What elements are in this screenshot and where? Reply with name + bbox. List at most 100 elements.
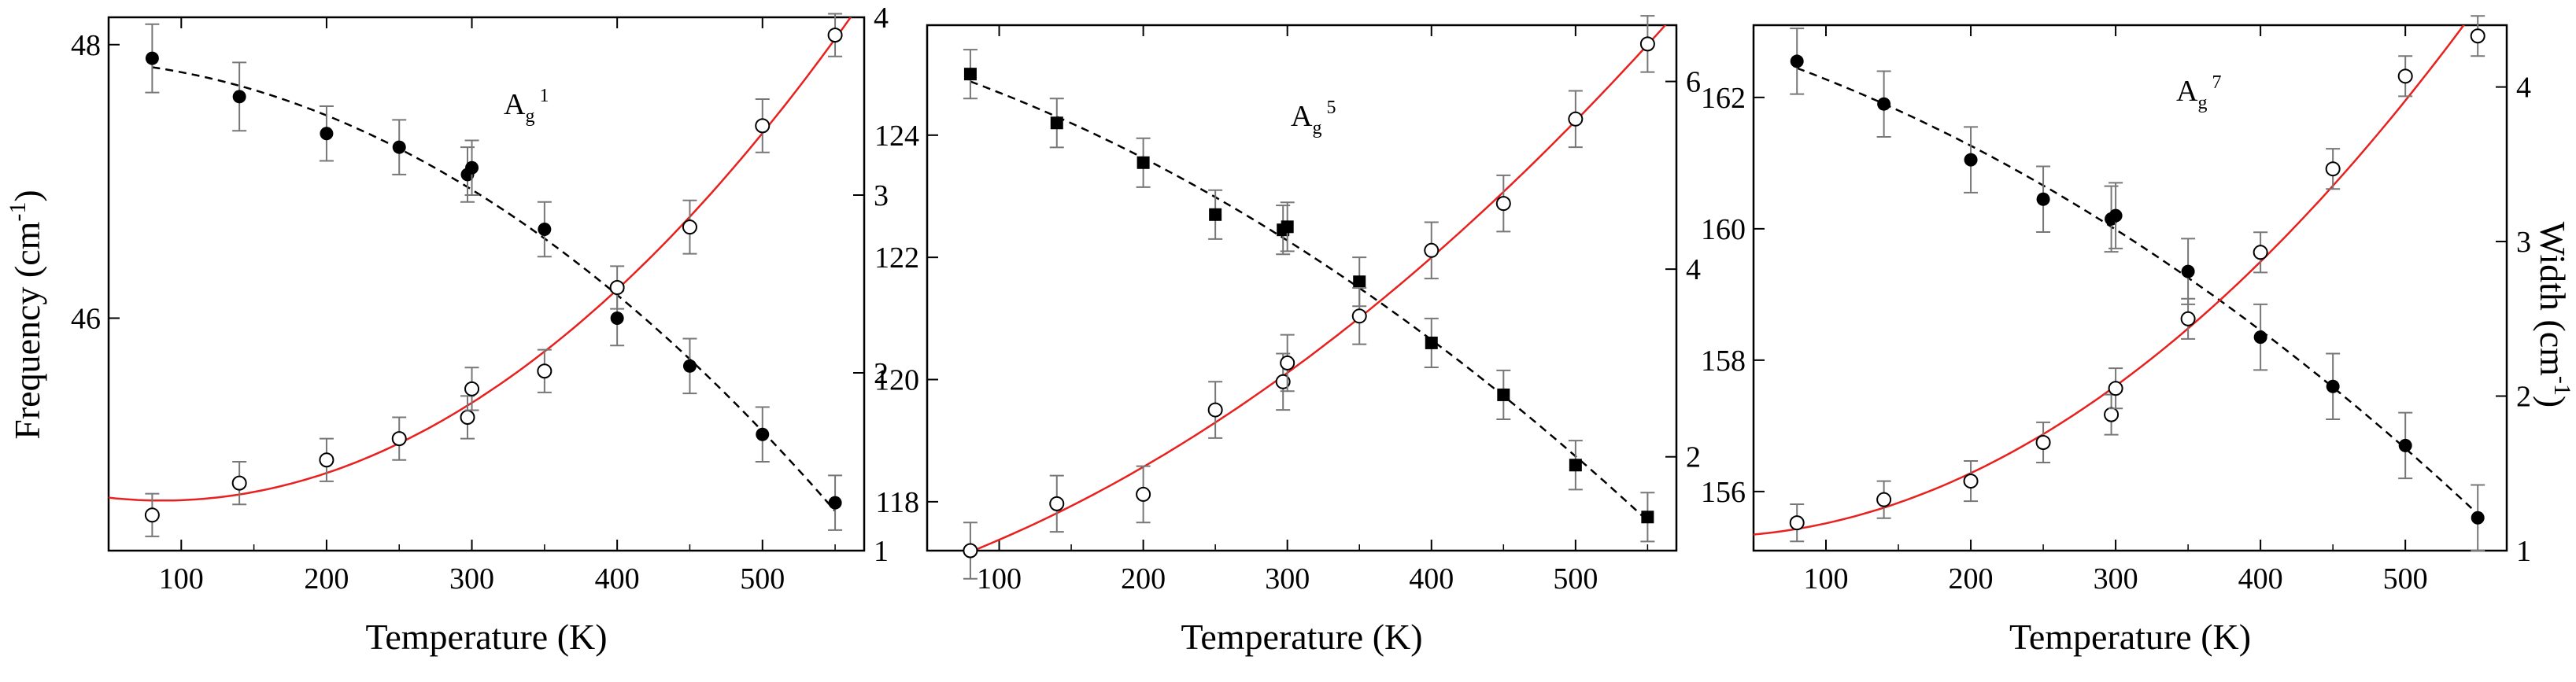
- data-point: [2108, 381, 2123, 396]
- data-point: [1207, 402, 1223, 418]
- data-point: [2036, 192, 2050, 206]
- data-point: [2180, 311, 2196, 326]
- mode-label-main: A: [2176, 75, 2198, 108]
- y-right-tick-label: 2: [874, 357, 889, 390]
- data-point: [755, 118, 771, 134]
- y-right-tick-label: 3: [874, 179, 889, 212]
- x-tick-label: 500: [2383, 562, 2428, 595]
- x-tick-label: 400: [1409, 562, 1454, 595]
- y-left-tick-label: 162: [1701, 82, 1746, 115]
- y-left-tick-label: 160: [1701, 213, 1746, 246]
- x-tick-label: 100: [1804, 562, 1849, 595]
- data-point: [2253, 245, 2268, 260]
- data-point: [2325, 161, 2341, 177]
- mode-label-sup: 5: [1326, 98, 1336, 118]
- y-right-tick-label: 1: [874, 535, 889, 568]
- left-axis-title-text: Frequency (cm: [7, 221, 47, 439]
- data-point: [1351, 308, 1367, 324]
- plot-frame: [926, 24, 1678, 552]
- data-point: [2108, 208, 2123, 223]
- data-point: [682, 359, 697, 373]
- data-point: [2397, 68, 2413, 84]
- right-axis-title-text: Width (cm: [2533, 222, 2573, 376]
- mode-label: Ag1: [504, 86, 549, 127]
- data-point: [2253, 330, 2267, 345]
- data-point: [391, 431, 407, 447]
- x-tick-label: 300: [449, 562, 494, 595]
- y-right-tick-label: 6: [1686, 66, 1701, 99]
- x-tick-label: 400: [2238, 562, 2283, 595]
- y-left-tick-label: 120: [874, 364, 919, 397]
- data-point: [319, 452, 334, 468]
- y-left-tick-label: 156: [1701, 476, 1746, 509]
- data-point: [465, 160, 479, 175]
- mode-label-sup: 7: [2212, 72, 2221, 93]
- data-point: [1424, 242, 1440, 258]
- data-point: [1495, 196, 1511, 212]
- data-point: [2398, 438, 2412, 452]
- mode-label-main: A: [1291, 100, 1313, 133]
- x-tick-label: 200: [304, 562, 349, 595]
- data-point: [1569, 459, 1582, 472]
- data-point: [828, 496, 842, 510]
- x-tick-label: 200: [1949, 562, 1994, 595]
- data-point: [392, 140, 406, 154]
- data-point: [1281, 220, 1294, 234]
- x-tick-label: 100: [159, 562, 204, 595]
- data-point: [963, 543, 978, 559]
- data-point: [1790, 54, 1804, 68]
- mode-label: Ag7: [2176, 72, 2221, 113]
- data-point: [1497, 388, 1510, 401]
- frequency-fit-curve: [1796, 67, 2479, 515]
- data-point: [460, 410, 475, 425]
- mode-label-sub: g: [2197, 93, 2207, 113]
- x-tick-label: 300: [1265, 562, 1310, 595]
- left-axis-title-end: ): [7, 190, 47, 201]
- x-axis-label: Temperature (K): [1181, 617, 1422, 657]
- left-axis-title: Frequency (cm-1): [5, 190, 47, 440]
- y-right-tick-label: 4: [2516, 72, 2531, 105]
- data-point: [1639, 36, 1655, 52]
- data-point: [827, 28, 843, 43]
- panel-ag1: 100 200 300 400 500 46 48 1 2 3 4 Temperature (K) Ag…: [71, 2, 889, 657]
- right-axis-title-end: ): [2533, 396, 2573, 407]
- data-point: [1049, 496, 1065, 511]
- data-point: [232, 90, 246, 104]
- data-point: [320, 127, 334, 141]
- data-point: [756, 427, 770, 441]
- y-right-tick-label: 2: [2516, 381, 2531, 414]
- mode-label-main: A: [504, 88, 526, 121]
- left-axis-title-sup: -1: [5, 202, 31, 222]
- mode-label-sub: g: [525, 106, 534, 127]
- data-point: [231, 475, 247, 491]
- y-left-tick-label: 48: [71, 29, 101, 62]
- data-point: [1050, 116, 1063, 130]
- data-point: [2470, 28, 2485, 44]
- mode-label-sub: g: [1312, 118, 1321, 138]
- data-point: [2326, 379, 2340, 393]
- data-point: [1876, 492, 1892, 507]
- data-point: [144, 507, 160, 523]
- frequency-fit-curve: [970, 80, 1649, 522]
- data-point: [1789, 515, 1805, 531]
- panel-ag7: 100 200 300 400 500 156 158 160 162 1 2 3 4 Temperatu…: [1701, 15, 2531, 657]
- data-point: [1568, 111, 1584, 127]
- data-point: [464, 381, 480, 396]
- data-point: [2104, 407, 2120, 422]
- data-point: [1209, 208, 1222, 221]
- right-axis-title-sup: -1: [2549, 376, 2575, 396]
- y-right-tick-label: 4: [1686, 253, 1701, 286]
- data-point: [1877, 97, 1891, 111]
- data-point: [609, 280, 625, 296]
- right-axis-title: Width (cm-1): [2533, 222, 2575, 407]
- data-point: [682, 219, 697, 235]
- x-axis-label: Temperature (K): [365, 617, 607, 657]
- data-point: [537, 363, 553, 379]
- y-right-tick-label: 4: [874, 2, 889, 35]
- x-tick-label: 500: [1553, 562, 1598, 595]
- plot-frame: [1752, 24, 2508, 552]
- mode-label-sup: 1: [539, 86, 549, 106]
- y-right-tick-label: 3: [2516, 226, 2531, 259]
- data-point: [538, 222, 552, 236]
